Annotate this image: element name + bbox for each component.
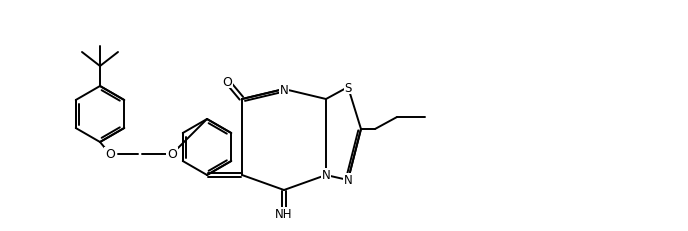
Text: O: O [105, 148, 115, 161]
Text: N: N [321, 169, 330, 182]
Text: N: N [279, 83, 288, 96]
Text: NH: NH [275, 208, 293, 221]
Text: O: O [222, 75, 232, 88]
Text: O: O [167, 148, 177, 161]
Text: N: N [343, 174, 352, 187]
Text: S: S [344, 81, 352, 94]
